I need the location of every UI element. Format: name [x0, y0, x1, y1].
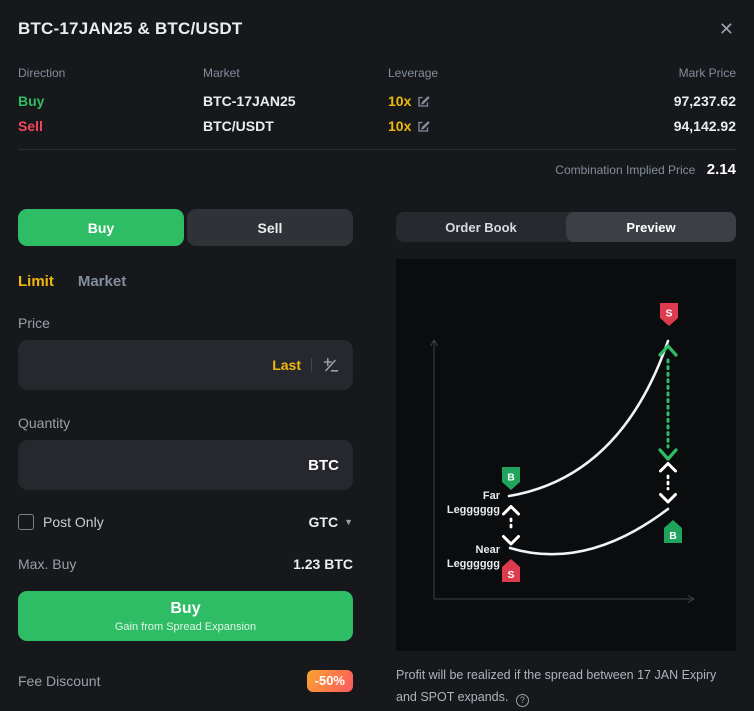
tab-market[interactable]: Market — [77, 273, 127, 290]
fee-discount-row: Fee Discount -50% — [18, 670, 353, 692]
row2-leverage: 10x — [388, 114, 674, 139]
sell-badge-top-letter: S — [665, 308, 672, 320]
preview-panel: Order Book Preview — [396, 189, 736, 709]
fee-discount-badge: -50% — [306, 670, 353, 692]
close-icon[interactable]: ✕ — [718, 19, 734, 39]
buy-tab[interactable]: Buy — [18, 209, 184, 246]
near-leg-label-line2: Legggggg — [447, 558, 500, 570]
side-toggle: Buy Sell — [18, 209, 353, 246]
near-leg-label-line1: Near — [476, 544, 501, 556]
price-label: Price — [18, 315, 50, 331]
footnote: Profit will be realized if the spread be… — [396, 665, 736, 709]
implied-price-row: Combination Implied Price 2.14 — [18, 150, 736, 181]
col-header-mark-price: Mark Price — [678, 66, 736, 80]
buy-badge-far-start-letter: B — [507, 472, 515, 484]
max-buy-label: Max. Buy — [18, 556, 77, 572]
footnote-text: Profit will be realized if the spread be… — [396, 668, 717, 704]
post-only-checkbox[interactable] — [18, 514, 34, 530]
post-only-label: Post Only — [43, 514, 104, 530]
col-header-leverage: Leverage — [388, 66, 439, 80]
current-spread-arrow-left — [502, 505, 520, 546]
row2-market: BTC/USDT — [203, 118, 274, 134]
quantity-input[interactable] — [32, 456, 309, 474]
spread-expansion-arrow — [658, 344, 678, 461]
spread-chart: S B S B Far — [396, 259, 736, 651]
buy-submit-subtitle: Gain from Spread Expansion — [114, 620, 257, 633]
leg-labels: Far Legggggg Near Legggggg — [447, 490, 501, 570]
row1-market: BTC-17JAN25 — [203, 93, 296, 109]
buy-submit-button[interactable]: Buy Gain from Spread Expansion — [18, 591, 353, 641]
col-header-market: Market — [203, 66, 240, 80]
row2-leverage-value: 10x — [388, 118, 412, 134]
tab-order-book[interactable]: Order Book — [445, 219, 517, 235]
options-row: Post Only GTC ▼ — [18, 514, 353, 530]
edit-leverage-icon[interactable] — [417, 120, 431, 133]
quantity-unit: BTC — [308, 456, 339, 474]
quantity-input-box: BTC — [18, 440, 353, 490]
input-divider — [311, 358, 312, 372]
tab-preview[interactable]: Preview — [566, 212, 736, 242]
chevron-down-icon: ▼ — [344, 517, 353, 527]
current-spread-arrow-right — [659, 462, 677, 504]
row2-mark-price: 94,142.92 — [673, 118, 736, 134]
plus-minus-adjust-icon[interactable] — [322, 357, 339, 374]
buy-badge-near-end-letter: B — [669, 530, 677, 542]
col-header-direction: Direction — [18, 66, 66, 80]
buy-badge-far-start: B — [502, 467, 520, 490]
row2-direction: Sell — [18, 118, 43, 134]
sell-badge-near-start-letter: S — [507, 569, 514, 581]
section-divider — [18, 149, 736, 150]
order-form: Buy Sell Limit Market Price Last — [18, 189, 353, 709]
preview-tabs: Order Book Preview — [396, 212, 736, 242]
row1-leverage-value: 10x — [388, 93, 412, 109]
tif-dropdown[interactable]: GTC ▼ — [309, 514, 353, 530]
quantity-label: Quantity — [18, 415, 71, 431]
spread-chart-svg: S B S B Far — [430, 303, 695, 603]
row1-mark-price: 97,237.62 — [673, 93, 736, 109]
order-type-tabs: Limit Market — [18, 273, 353, 290]
tab-limit[interactable]: Limit — [18, 273, 54, 290]
buy-submit-label: Buy — [170, 599, 201, 617]
tif-value: GTC — [308, 514, 339, 530]
sell-tab[interactable]: Sell — [187, 209, 353, 246]
sell-badge-top: S — [660, 303, 678, 326]
implied-price-value: 2.14 — [706, 161, 736, 178]
far-leg-label-line1: Far — [483, 490, 501, 502]
implied-price-label: Combination Implied Price — [555, 163, 696, 177]
fee-discount-label: Fee Discount — [18, 673, 101, 689]
max-buy-row: Max. Buy 1.23 BTC — [18, 556, 353, 572]
edit-leverage-icon[interactable] — [417, 95, 431, 108]
buy-badge-near-end: B — [664, 520, 682, 543]
far-leg-label-line2: Legggggg — [447, 504, 500, 516]
last-price-button[interactable]: Last — [272, 357, 301, 373]
row1-direction: Buy — [18, 93, 45, 109]
modal-header: BTC-17JAN25 & BTC/USDT ✕ — [18, 0, 736, 40]
price-input[interactable] — [32, 356, 273, 374]
row1-leverage: 10x — [388, 89, 674, 114]
sell-badge-near-start: S — [502, 559, 520, 582]
help-icon[interactable]: ? — [515, 694, 529, 708]
price-input-box: Last — [18, 340, 353, 390]
max-buy-value: 1.23 BTC — [293, 556, 353, 572]
near-leg-curve — [508, 507, 670, 556]
market-table: Direction Market Leverage Mark Price Buy… — [18, 66, 736, 139]
far-leg-curve — [507, 339, 670, 498]
modal-title: BTC-17JAN25 & BTC/USDT — [18, 19, 243, 38]
